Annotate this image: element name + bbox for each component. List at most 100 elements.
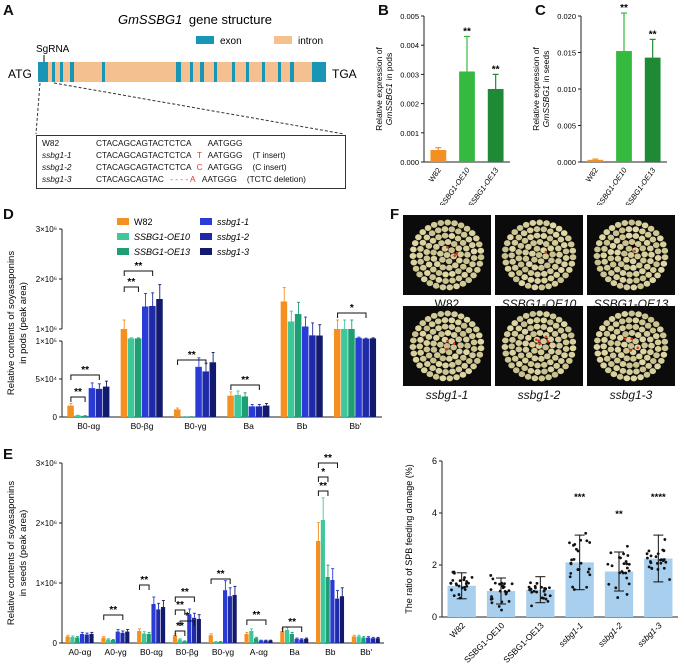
seed [458, 222, 465, 228]
seed [538, 284, 545, 290]
seed [530, 311, 537, 317]
seed [413, 357, 420, 363]
seed [629, 239, 636, 245]
y-axis-label-line2: in seeds (peak area) [18, 510, 29, 597]
seed [416, 252, 423, 258]
bar [233, 595, 237, 643]
bar [242, 396, 249, 417]
seed [655, 255, 662, 261]
seed [633, 277, 640, 283]
gene-title: GmSSBG1 gene structure [118, 12, 272, 27]
seq-row-w82: W82 CTACAGCAGTACTCTCA AATGGG [42, 138, 242, 150]
seed [545, 283, 552, 289]
bar [156, 299, 163, 417]
seed [653, 230, 660, 236]
seed [469, 261, 476, 267]
seed [653, 333, 660, 339]
seed [600, 362, 607, 368]
seed [653, 321, 660, 327]
seed [512, 265, 519, 271]
seed [623, 348, 630, 354]
seed [597, 357, 604, 363]
seed [530, 220, 537, 226]
seed [597, 266, 604, 272]
seed [632, 317, 639, 323]
seed [433, 283, 440, 289]
seed [630, 375, 637, 381]
data-point [548, 586, 551, 589]
seed [561, 230, 568, 236]
x-tick-label: B0-βg [131, 421, 154, 431]
data-point [490, 598, 493, 601]
seed [566, 358, 573, 364]
seed [644, 264, 651, 270]
seed [424, 255, 431, 261]
seed-photo-label: ssbg1-2 [493, 388, 585, 402]
seed [519, 371, 526, 377]
bar [334, 329, 341, 417]
seed [624, 284, 631, 290]
seed [442, 278, 449, 284]
bar [103, 387, 110, 417]
seed [633, 368, 640, 374]
data-point [452, 571, 455, 574]
seed [552, 331, 559, 337]
seed [531, 348, 538, 354]
seed [603, 229, 610, 235]
bar [259, 641, 263, 643]
seq-part-a: CTACAGCAGTAC [96, 174, 164, 184]
seed [460, 264, 467, 270]
seed [637, 283, 644, 289]
data-point [529, 581, 532, 584]
seed [417, 259, 424, 265]
bar [197, 619, 201, 643]
seq-part-a: CTACAGCAGTACTCTCA [96, 162, 192, 172]
seed-cluster [495, 306, 583, 386]
bar [125, 632, 129, 643]
significance-label: ** [81, 365, 89, 376]
data-point [535, 591, 538, 594]
seed [410, 253, 417, 259]
data-point [547, 600, 550, 603]
seed [415, 234, 422, 240]
seed [473, 235, 480, 241]
y-axis-label-line2: in pods (peak area) [18, 282, 29, 364]
seed [623, 355, 630, 361]
seed [619, 318, 626, 324]
data-point [471, 576, 474, 579]
seed [477, 261, 484, 267]
seed [449, 324, 456, 330]
seed [548, 275, 555, 281]
seed [507, 325, 514, 331]
legend-label: W82 [134, 217, 153, 227]
x-tick-label: SSBG1-OE13 [501, 620, 546, 665]
bar [70, 637, 74, 643]
bar [281, 302, 288, 418]
seed [556, 343, 563, 349]
damage-mark [637, 346, 640, 349]
seed-cluster [587, 306, 675, 386]
seed [552, 372, 559, 378]
significance-label: ** [615, 509, 623, 520]
bar [370, 338, 377, 417]
seed [558, 236, 565, 242]
seed [609, 316, 616, 322]
y-tick-label: 0.003 [400, 70, 419, 79]
seed [518, 352, 525, 358]
seed [653, 242, 660, 248]
seed [555, 349, 562, 355]
seed [451, 332, 458, 338]
seed [435, 227, 442, 233]
data-point [625, 562, 628, 565]
bar [161, 607, 165, 643]
bar [209, 635, 213, 643]
seed [525, 335, 532, 341]
data-point [498, 605, 501, 608]
seed [648, 317, 655, 323]
seed [548, 257, 555, 263]
data-point [451, 579, 454, 582]
data-point [616, 596, 619, 599]
seed [529, 342, 536, 348]
seed [529, 251, 536, 257]
seed [453, 374, 460, 380]
